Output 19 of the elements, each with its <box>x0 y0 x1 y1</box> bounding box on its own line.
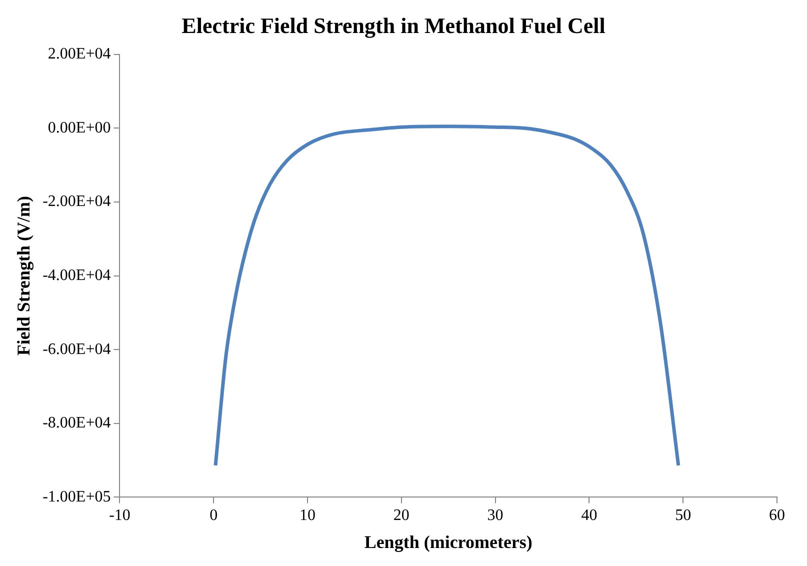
y-tick-label: 0.00E+00 <box>48 119 111 136</box>
y-tick-label: -6.00E+04 <box>42 340 111 358</box>
x-tick-label: 10 <box>300 507 316 524</box>
line-series <box>214 124 680 468</box>
x-tick-label: 40 <box>581 507 598 524</box>
y-tick-label: -1.00E+05 <box>42 488 111 506</box>
x-tick-label: 0 <box>210 507 218 524</box>
y-tick-label: -2.00E+04 <box>42 193 111 210</box>
x-tick-label: -10 <box>109 507 130 524</box>
chart-title: Electric Field Strength in Methanol Fuel Cell <box>182 12 606 38</box>
x-tick-label: 30 <box>487 507 504 524</box>
y-tick-label: 2.00E+04 <box>48 46 111 63</box>
y-tick-label: -8.00E+04 <box>42 414 111 432</box>
y-tick-label: -4.00E+04 <box>42 267 111 284</box>
x-tick-label: 50 <box>675 507 692 524</box>
x-axis-title: Length (micrometers) <box>364 532 532 552</box>
x-tick-label: 60 <box>769 507 785 524</box>
x-tick-label: 20 <box>393 507 410 524</box>
y-axis-title: Field Strength (V/m) <box>13 196 34 356</box>
